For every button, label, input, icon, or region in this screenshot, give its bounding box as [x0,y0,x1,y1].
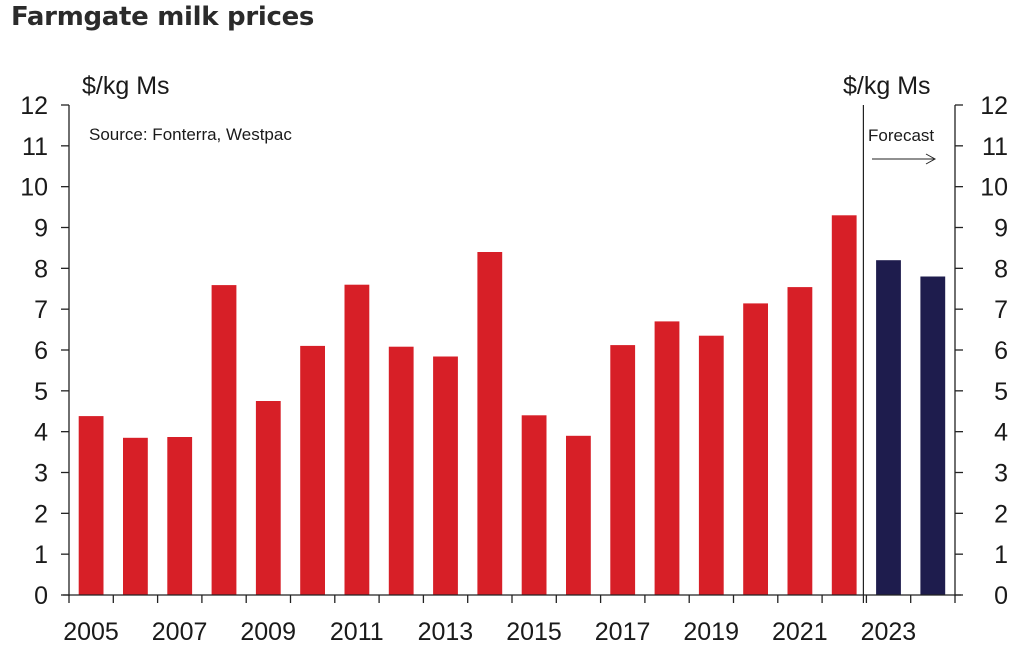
bar-2006 [123,437,148,595]
y-tick-label-right: 2 [994,500,1008,528]
y-tick-label-left: 6 [34,337,48,365]
bar-2007 [167,437,193,595]
x-tick-label: 2005 [63,618,119,646]
x-tick-label: 2009 [240,618,296,646]
y-tick-label-right: 9 [994,215,1008,243]
y-tick-label-right: 4 [994,419,1008,447]
x-tick-label: 2007 [152,618,208,646]
forecast-arrow-icon [872,153,937,165]
bar-2013 [433,356,458,595]
bar-2016 [566,435,591,596]
y-tick-label-left: 9 [34,215,48,243]
y-tick-label-left: 3 [34,460,48,488]
bar-2012 [388,346,414,595]
bar-2008 [211,285,237,595]
bar-2020 [743,303,768,595]
bar-2005 [78,416,104,595]
y-tick-label-right: 7 [994,296,1008,324]
bar-2023 [876,260,901,595]
y-tick-label-left: 12 [20,92,48,120]
bar-2022 [831,215,857,596]
bar-2021 [787,287,813,595]
y-axis-label-right: $/kg Ms [843,72,931,100]
bar-2010 [300,345,325,595]
y-tick-label-right: 10 [980,174,1008,202]
y-axis-label-left: $/kg Ms [82,72,170,100]
y-tick-label-left: 8 [34,255,48,283]
bar-2018 [654,321,680,595]
y-tick-label-right: 1 [994,541,1008,569]
bar-2024 [920,276,946,595]
y-tick-label-right: 11 [982,133,1008,161]
y-tick-label-right: 5 [994,378,1008,406]
y-tick-label-right: 8 [994,255,1008,283]
y-tick-label-left: 2 [34,500,48,528]
y-tick-label-left: 11 [22,133,48,161]
bar-2019 [698,335,724,595]
y-tick-label-left: 7 [34,296,48,324]
y-tick-label-right: 6 [994,337,1008,365]
x-tick-label: 2017 [595,618,651,646]
bar-2011 [344,284,370,595]
bar-2009 [255,401,281,595]
bar-2017 [610,345,636,595]
y-tick-label-left: 5 [34,378,48,406]
x-tick-label: 2021 [772,618,828,646]
y-tick-label-left: 1 [34,541,48,569]
chart-title: Farmgate milk prices [11,2,315,32]
source-note: Source: Fonterra, Westpac [89,125,292,144]
y-tick-label-left: 10 [20,174,48,202]
x-tick-label: 2013 [418,618,474,646]
y-tick-label-right: 12 [980,92,1008,120]
forecast-annotation: Forecast [868,126,934,145]
x-tick-label: 2011 [330,618,384,646]
y-tick-label-right: 0 [994,582,1008,610]
bar-2014 [477,252,503,595]
x-tick-label: 2015 [506,618,562,646]
y-tick-label-right: 3 [994,460,1008,488]
bar-2015 [521,415,547,595]
y-tick-label-left: 4 [34,419,48,447]
x-tick-label: 2019 [683,618,739,646]
y-tick-label-left: 0 [34,582,48,610]
x-tick-label: 2023 [861,618,917,646]
